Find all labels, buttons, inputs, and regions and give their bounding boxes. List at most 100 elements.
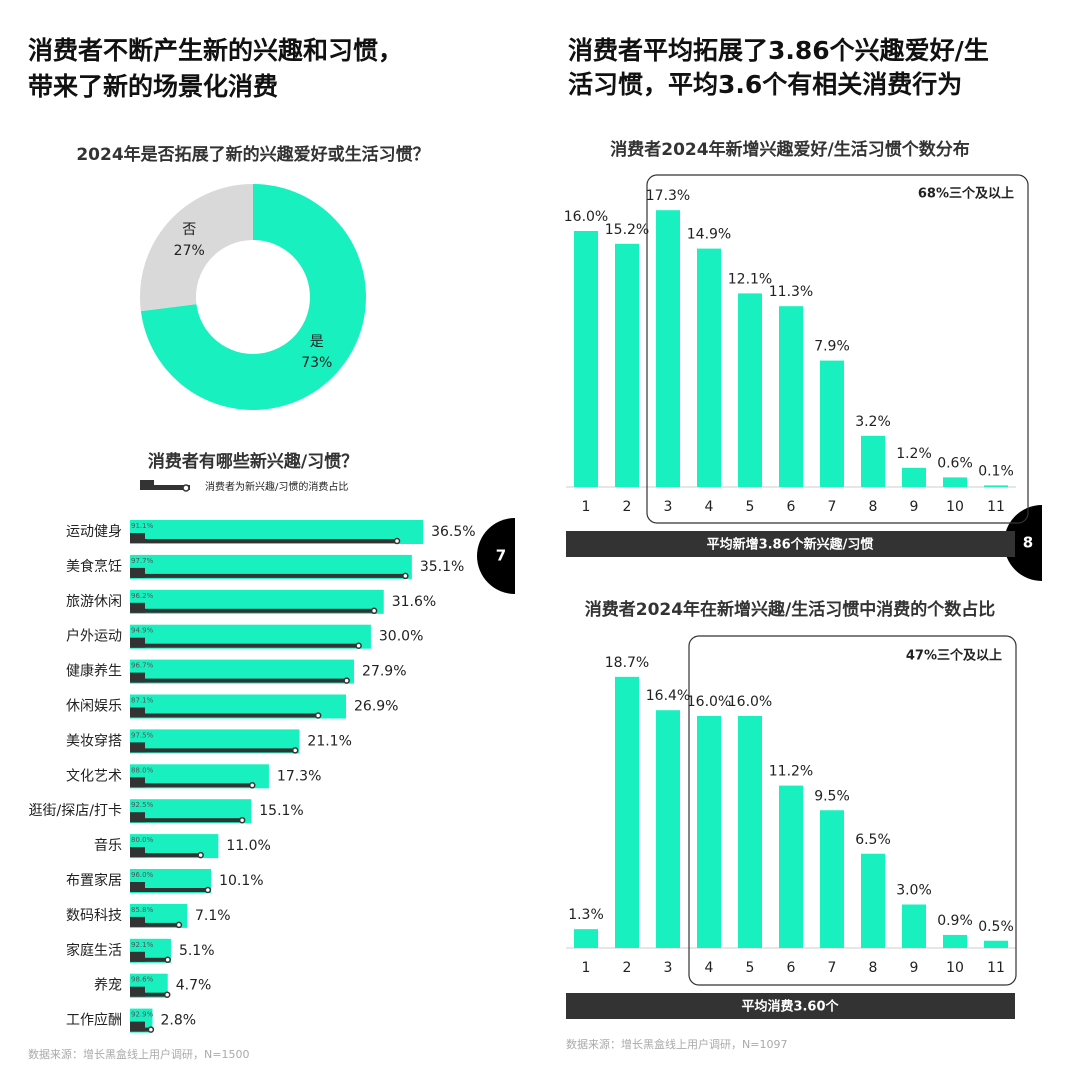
inner-bar: [130, 643, 359, 648]
category-label: 数码科技: [66, 908, 122, 924]
x-tick-label: 5: [746, 499, 755, 515]
inner-bar: [130, 853, 201, 858]
bar: [738, 716, 762, 948]
inner-bar-end: [204, 886, 212, 894]
value-label: 3.0%: [896, 883, 932, 899]
footer-bar: [566, 531, 1015, 557]
slice-label: 是: [310, 334, 324, 350]
inner-bar-end: [175, 921, 183, 929]
inner-bar: [130, 678, 347, 683]
value-label: 7.9%: [814, 339, 850, 355]
x-tick-label: 7: [828, 960, 837, 976]
inner-bar-start: [130, 707, 145, 718]
inner-value-label: 92.9%: [131, 1011, 154, 1019]
inner-bar: [130, 783, 253, 788]
category-label: 美妆穿搭: [66, 733, 122, 749]
inner-bar: [130, 539, 398, 543]
value-label: 11.0%: [226, 838, 270, 854]
inner-bar: [130, 992, 168, 997]
value-label: 5.1%: [179, 943, 215, 959]
footer: 平均新增3.86个新兴趣/习惯: [707, 537, 874, 553]
bar: [615, 243, 639, 487]
inner-value-label: 97.7%: [131, 557, 154, 565]
slice-value: 27%: [174, 243, 205, 259]
value-label: 16.0%: [728, 694, 772, 710]
inner-bar-end: [343, 677, 350, 684]
page-number: 7: [496, 547, 506, 565]
inner-bar: [130, 713, 319, 718]
inner-value-label: 94.9%: [131, 627, 154, 635]
value-label: 11.3%: [769, 284, 813, 300]
bar: [738, 293, 762, 487]
inner-bar-start: [130, 637, 145, 648]
chart-title: 消费者2024年新增兴趣爱好/生活习惯个数分布: [610, 139, 970, 160]
category-label: 工作应酬: [66, 1012, 122, 1029]
bar: [984, 485, 1008, 487]
x-tick-label: 8: [869, 960, 878, 976]
value-label: 18.7%: [605, 655, 649, 671]
inner-bar-end: [163, 991, 171, 998]
bar: [943, 477, 967, 487]
slice-label: 否: [182, 222, 196, 238]
x-tick-label: 9: [910, 960, 919, 976]
inner-value-label: 98.6%: [131, 976, 154, 984]
bar: [861, 853, 885, 948]
inner-value-label: 92.5%: [131, 801, 154, 809]
bar: [820, 360, 844, 487]
inner-bar-start: [130, 882, 145, 892]
x-tick-label: 6: [787, 499, 796, 515]
inner-bar-start: [130, 742, 145, 753]
value-label: 2.8%: [160, 1013, 196, 1029]
category-label: 旅游休闲: [66, 594, 122, 610]
footer: 平均消费3.60个: [741, 999, 839, 1015]
category-label: 音乐: [94, 837, 122, 854]
inner-value-label: 88.0%: [131, 766, 154, 774]
inner-bar-end: [291, 747, 299, 754]
inner-bar-start: [130, 672, 145, 683]
x-tick-label: 2: [623, 960, 632, 976]
inner-value-label: 92.1%: [131, 941, 154, 949]
category-label: 休闲娱乐: [66, 699, 122, 715]
category-label: 户外运动: [66, 628, 122, 645]
legend-label: 消费者为新兴趣/习惯的消费占比: [205, 480, 348, 493]
value-label: 26.9%: [354, 699, 398, 715]
inner-bar-start: [130, 567, 145, 578]
value-label: 7.1%: [195, 908, 231, 924]
inner-bar-start: [130, 777, 145, 788]
inner-bar-end: [238, 816, 246, 824]
legend-icon: [140, 480, 190, 490]
category-label: 健康养生: [66, 663, 122, 680]
x-tick-label: 6: [787, 960, 796, 976]
inner-value-label: 96.2%: [131, 592, 154, 600]
x-tick-label: 3: [664, 499, 673, 515]
bar: [574, 929, 598, 948]
bar: [574, 231, 598, 487]
chart-title: 消费者有哪些新兴趣/习惯？: [148, 451, 358, 472]
x-tick-label: 10: [946, 499, 964, 515]
value-label: 4.7%: [176, 978, 212, 994]
x-tick-label: 10: [946, 960, 964, 976]
value-label: 15.2%: [605, 222, 649, 238]
value-label: 0.1%: [978, 463, 1014, 479]
value-label: 10.1%: [219, 873, 263, 889]
x-tick-label: 11: [987, 960, 1005, 976]
value-label: 0.6%: [937, 455, 973, 471]
value-label: 16.0%: [687, 694, 731, 710]
legend-icon: [182, 484, 190, 492]
inner-bar: [130, 573, 406, 578]
x-tick-label: 3: [664, 960, 673, 976]
source: 数据来源：增长黑盒线上用户调研，N=1500: [28, 1047, 249, 1061]
x-tick-label: 1: [582, 960, 591, 976]
bar: [656, 710, 680, 948]
x-tick-label: 9: [910, 499, 919, 515]
bar: [984, 940, 1008, 948]
value-label: 6.5%: [855, 832, 891, 848]
bar: [615, 676, 639, 948]
bar: [779, 785, 803, 948]
heading: 活习惯，平均3.6个有相关消费行为: [568, 70, 962, 99]
value-label: 31.6%: [392, 594, 436, 610]
inner-bar: [130, 748, 296, 753]
inner-value-label: 97.5%: [131, 731, 154, 739]
bar: [656, 210, 680, 487]
value-label: 36.5%: [431, 524, 475, 540]
